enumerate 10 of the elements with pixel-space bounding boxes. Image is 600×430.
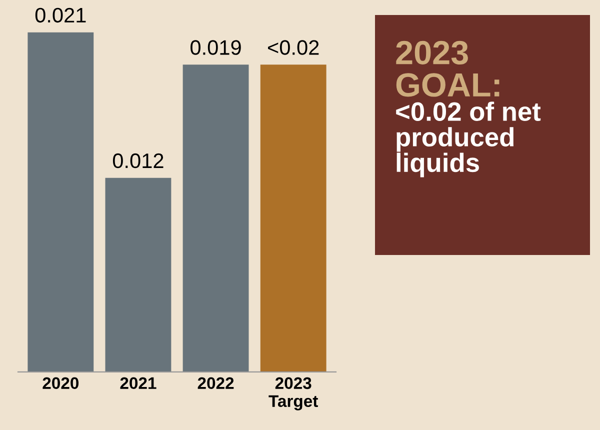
data-label: 0.012 — [112, 153, 164, 168]
x-tick-label: 2023 Target — [268, 377, 318, 410]
data-label: 0.021 — [35, 8, 86, 23]
data-label: <0.02 — [268, 40, 319, 55]
x-tick-label: 2021 — [120, 377, 156, 390]
text: 2023 GOAL: — [396, 40, 500, 97]
x-tick-label: 2022 — [198, 377, 234, 390]
x-tick-label: 2020 — [42, 377, 79, 390]
data-label: 0.019 — [190, 40, 241, 55]
text: <0.02 of net produced liquids — [396, 102, 541, 178]
